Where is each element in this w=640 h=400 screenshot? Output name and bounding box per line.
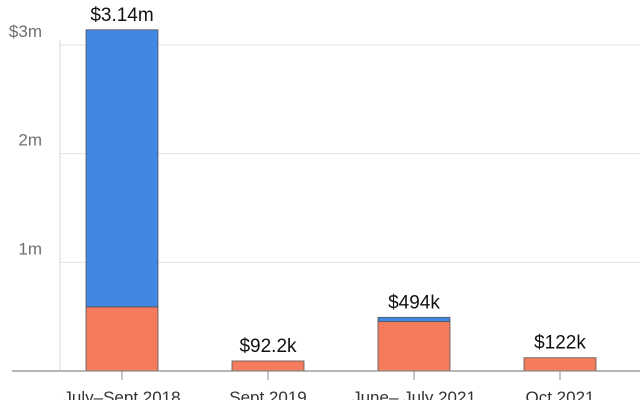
bar-segment (523, 357, 597, 372)
data-label: $92.2k (239, 336, 297, 357)
y-tick-label: 2m (18, 131, 42, 150)
bar-segment (85, 29, 159, 308)
x-tick-label: Oct 2021 (526, 388, 595, 400)
bar-segment (85, 306, 159, 372)
labels: $3.14m $92.2k $494k $122k (90, 5, 586, 357)
bar-segment (377, 316, 451, 322)
y-tick-label: $3m (9, 22, 42, 41)
axes: 1m 2m $3m July–Sept 2018 Sept 2019 June– July… (9, 22, 640, 400)
bars (85, 29, 597, 372)
data-label: $494k (388, 292, 440, 313)
y-tick-label: 1m (18, 239, 42, 258)
data-label: $122k (534, 333, 586, 354)
x-tick-label: July–Sept 2018 (63, 388, 180, 400)
data-label: $3.14m (90, 5, 153, 26)
x-tick-label: June– July 2021 (352, 388, 476, 400)
x-tick-label: Sept 2019 (229, 388, 307, 400)
bar-segment (377, 321, 451, 372)
bar-segment (231, 360, 305, 372)
